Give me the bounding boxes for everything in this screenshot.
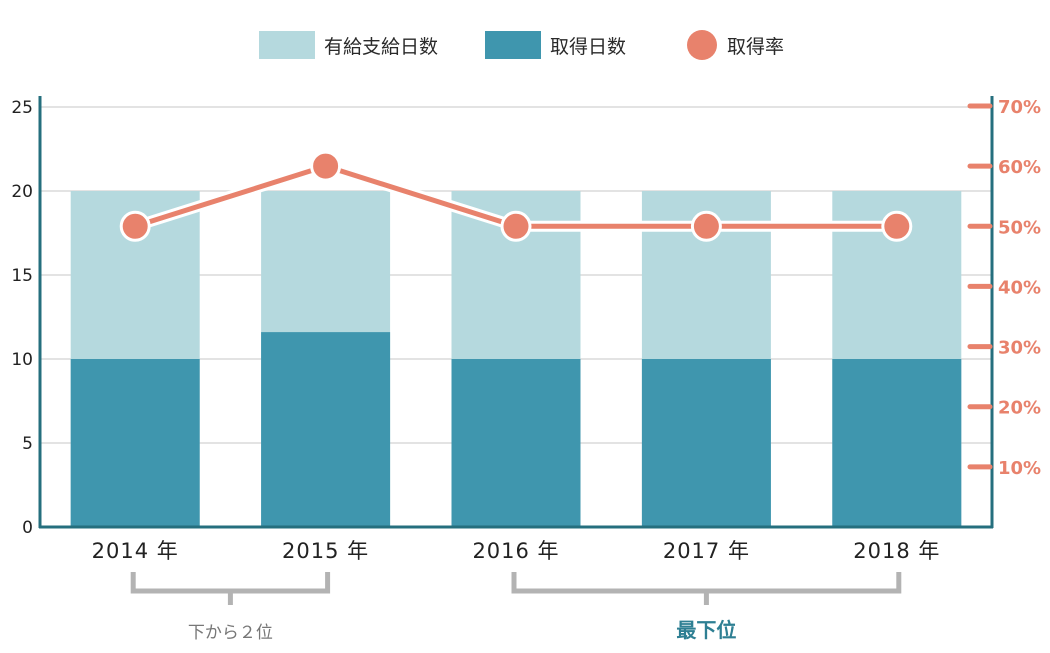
y-tick-label: 15	[11, 266, 33, 286]
taken-days-bars	[70, 332, 962, 527]
x-tick-label: 2016 年	[472, 539, 559, 563]
right-tick-label: 20%	[998, 398, 1041, 419]
annotation-label: 下から２位	[188, 623, 273, 643]
bar-taken-days	[451, 359, 581, 527]
x-tick-label: 2015 年	[282, 539, 369, 563]
legend-swatch	[485, 31, 541, 59]
right-tick-label: 70%	[998, 97, 1041, 118]
legend-label: 取得率	[727, 36, 784, 58]
bracket	[130, 572, 331, 605]
bracket	[511, 572, 902, 605]
legend-swatch	[259, 31, 315, 59]
rate-point	[500, 210, 532, 242]
annotation-label: 最下位	[676, 618, 736, 642]
y-tick-label: 0	[22, 518, 33, 538]
x-tick-label: 2017 年	[663, 539, 750, 563]
axes	[38, 96, 994, 529]
right-tick-label: 30%	[998, 338, 1041, 359]
y-tick-label: 20	[11, 182, 33, 202]
rate-point	[119, 210, 151, 242]
right-tick-label: 40%	[998, 277, 1041, 298]
x-tick-label: 2018 年	[853, 539, 940, 563]
legend-marker	[687, 30, 717, 60]
x-tick-label: 2014 年	[92, 539, 179, 563]
bar-taken-days	[261, 332, 391, 527]
rate-point	[310, 150, 342, 182]
rate-point	[690, 210, 722, 242]
left-axis-ticks: 0 5 10 15 20 25	[11, 98, 33, 538]
bar-taken-days	[832, 359, 962, 527]
annotations: 下から２位 最下位	[130, 572, 902, 643]
bar-taken-days	[70, 359, 200, 527]
bar-taken-days	[641, 359, 771, 527]
rate-point	[881, 210, 913, 242]
y-tick-label: 5	[22, 434, 33, 454]
right-tick-label: 50%	[998, 217, 1041, 238]
x-axis-ticks: 2014 年 2015 年 2016 年 2017 年 2018 年	[92, 539, 940, 563]
legend: 有給支給日数 取得日数 取得率	[259, 30, 784, 60]
legend-label: 取得日数	[550, 36, 626, 58]
y-tick-label: 25	[11, 98, 33, 118]
legend-label: 有給支給日数	[324, 36, 438, 58]
right-tick-label: 60%	[998, 157, 1041, 178]
right-tick-label: 10%	[998, 458, 1041, 479]
rate-line	[119, 150, 913, 242]
right-axis-ticks: 10% 20% 30% 40% 50% 60% 70%	[967, 97, 1041, 479]
y-tick-label: 10	[11, 350, 33, 370]
